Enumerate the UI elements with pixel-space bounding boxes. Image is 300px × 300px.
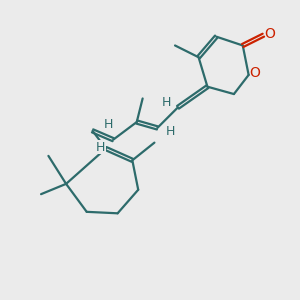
- Text: O: O: [250, 66, 261, 80]
- Text: H: H: [103, 118, 113, 130]
- Text: O: O: [264, 27, 275, 41]
- Text: H: H: [96, 141, 105, 154]
- Text: H: H: [166, 125, 175, 138]
- Text: H: H: [161, 96, 171, 109]
